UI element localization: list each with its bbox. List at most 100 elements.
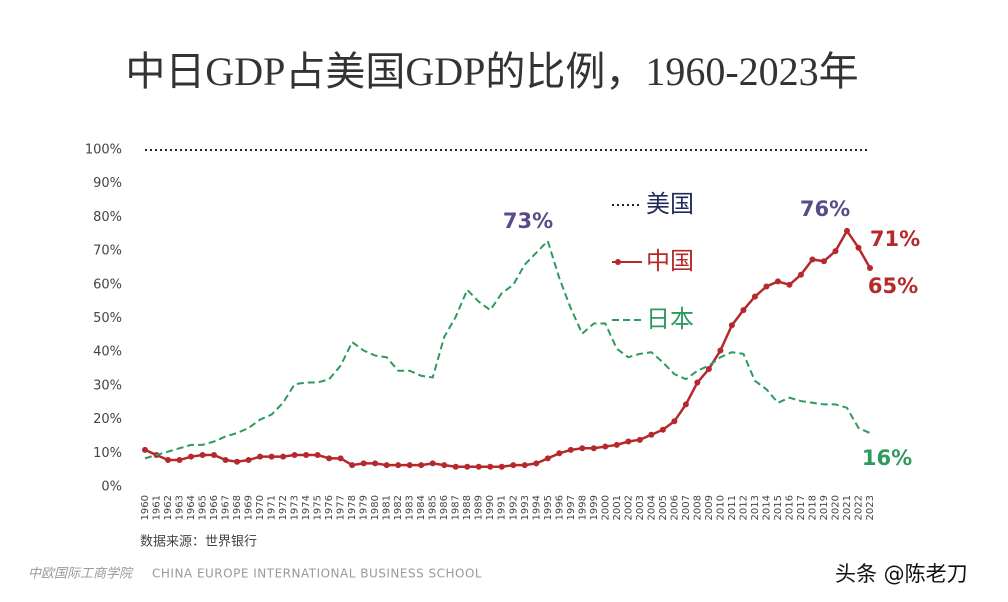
x-tick-label: 1988 [462,495,473,520]
point [648,431,655,438]
y-tick-label: 50% [93,311,122,326]
point [280,453,287,460]
x-tick-label: 2010 [715,495,726,520]
annotation: 71% [870,227,920,251]
chart-title: 中日GDP占美国GDP的比例，1960-2023年 [125,49,858,94]
x-tick-label: 1993 [520,495,531,520]
x-tick-label: 1961 [152,495,163,520]
footer-en: CHINA EUROPE INTERNATIONAL BUSINESS SCHO… [152,567,482,581]
point [728,322,735,329]
point [786,281,793,288]
x-tick-label: 1981 [382,495,393,520]
point [740,307,747,314]
point [556,450,563,457]
x-tick-label: 1973 [290,495,301,520]
point [682,401,689,408]
x-tick-label: 1965 [198,495,209,520]
point [867,264,873,271]
x-tick-label: 2003 [635,495,646,520]
annotation: 65% [868,274,918,298]
point [268,453,275,460]
y-tick-label: 20% [93,412,122,427]
x-tick-label: 1987 [451,495,462,520]
x-tick-label: 1972 [278,495,289,520]
x-tick-label: 1964 [186,495,197,520]
y-tick-label: 70% [93,244,122,259]
x-tick-label: 2002 [623,495,634,520]
watermark: 头条 @陈老刀 [835,562,968,586]
x-tick-label: 1994 [531,495,542,520]
x-tick-label: 1995 [543,495,554,520]
x-tick-label: 1992 [508,495,519,520]
x-tick-label: 2021 [842,495,853,520]
point [705,366,712,373]
x-tick-label: 1978 [347,495,358,520]
point [544,455,551,462]
point [418,462,425,469]
x-tick-label: 1969 [244,495,255,520]
x-tick-label: 1960 [140,495,151,520]
y-tick-label: 30% [93,378,122,393]
point [326,455,333,462]
point [694,379,701,386]
point [406,462,413,469]
y-tick-label: 0% [101,480,122,495]
point [855,244,862,251]
x-tick-label: 1971 [267,495,278,520]
x-tick-label: 2014 [761,495,772,520]
x-tick-label: 2016 [784,495,795,520]
y-tick-label: 100% [85,143,122,158]
x-tick-label: 2012 [738,495,749,520]
x-tick-label: 2013 [750,495,761,520]
point [142,446,148,453]
point [349,462,356,469]
x-tick-label: 1979 [359,495,370,520]
annotation: 76% [800,197,850,221]
legend-label: 中国 [646,247,694,275]
x-tick-label: 2017 [796,495,807,520]
point [452,463,459,470]
x-tick-label: 1966 [209,495,220,520]
x-tick-label: 1985 [428,495,439,520]
point [832,248,839,255]
point [383,462,390,469]
x-tick-label: 1998 [577,495,588,520]
point [303,451,310,458]
point [797,271,804,278]
x-tick-label: 1999 [589,495,600,520]
point [429,460,436,467]
point [659,426,666,433]
point [717,347,724,354]
point [625,438,632,445]
legend-label: 日本 [646,305,694,333]
point [510,462,517,469]
x-tick-label: 1984 [416,495,427,520]
y-tick-label: 40% [93,345,122,360]
point [337,455,344,462]
point [763,283,770,290]
x-tick-label: 1967 [221,495,232,520]
point [395,462,402,469]
x-tick-label: 1963 [175,495,186,520]
x-tick-label: 1970 [255,495,266,520]
x-tick-label: 1975 [313,495,324,520]
x-tick-label: 1976 [324,495,335,520]
point [671,418,678,425]
point [464,463,471,470]
x-tick-label: 2000 [600,495,611,520]
legend-marker [615,259,621,265]
point [234,458,241,465]
point [843,227,850,234]
point [498,463,505,470]
y-tick-label: 10% [93,446,122,461]
y-tick-label: 60% [93,277,122,292]
x-tick-label: 2020 [830,495,841,520]
point [590,445,597,452]
point [751,293,758,300]
point [602,443,609,450]
x-tick-label: 1962 [163,495,174,520]
x-tick-label: 2001 [612,495,623,520]
point [222,457,229,464]
annotation: 16% [862,446,912,470]
